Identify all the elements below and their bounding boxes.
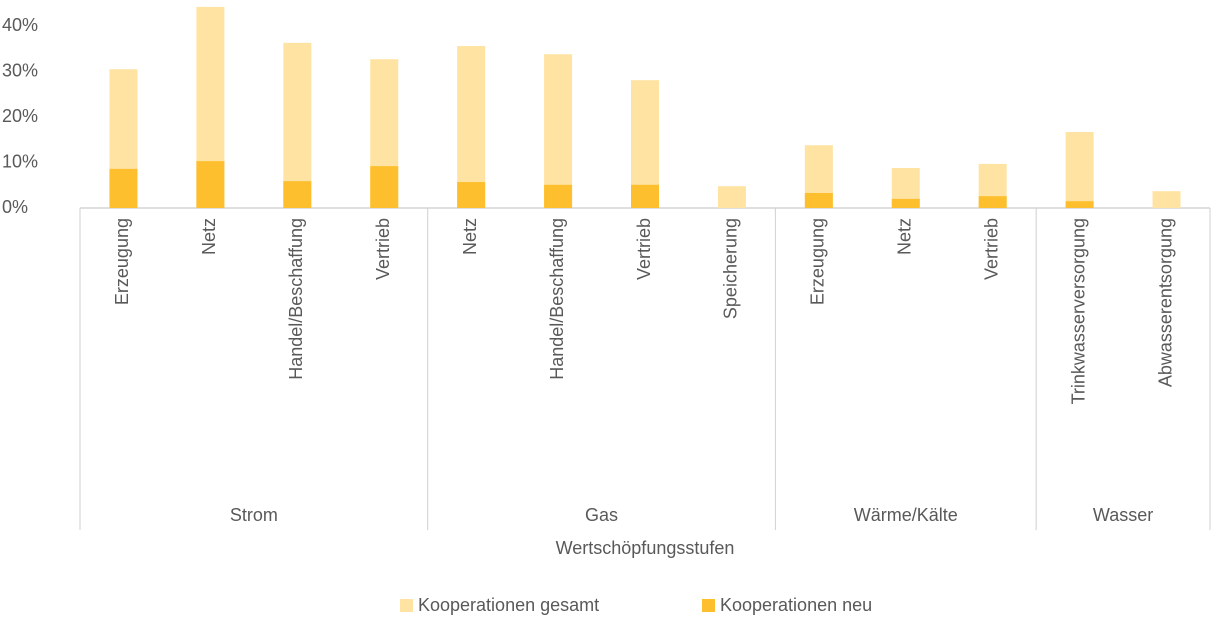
bar bbox=[457, 182, 486, 208]
legend-label: Kooperationen gesamt bbox=[418, 595, 599, 615]
group-label: Gas bbox=[585, 505, 618, 525]
x-tick-label: Vertrieb bbox=[981, 218, 1001, 280]
y-tick-label: 0% bbox=[2, 197, 28, 217]
bar bbox=[978, 196, 1007, 208]
x-tick-label: Erzeugung bbox=[808, 218, 828, 305]
y-tick-label: 40% bbox=[2, 15, 38, 35]
bar bbox=[804, 192, 833, 208]
x-axis-title: Wertschöpfungsstufen bbox=[556, 538, 735, 558]
x-tick-label: Trinkwasserversorgung bbox=[1068, 218, 1088, 404]
legend-label: Kooperationen neu bbox=[720, 595, 872, 615]
bar bbox=[283, 42, 312, 209]
x-tick-label: Handel/Beschaffung bbox=[286, 218, 306, 380]
bar bbox=[1065, 132, 1094, 208]
x-tick-label: Netz bbox=[460, 218, 480, 255]
x-tick-label: Speicherung bbox=[721, 218, 741, 319]
x-tick-label: Netz bbox=[895, 218, 915, 255]
bar bbox=[1065, 201, 1094, 208]
group-label: Wasser bbox=[1093, 505, 1153, 525]
bar bbox=[457, 46, 486, 208]
bar bbox=[631, 184, 659, 208]
bar bbox=[1152, 191, 1181, 208]
bar bbox=[717, 186, 746, 208]
y-tick-label: 20% bbox=[2, 106, 38, 126]
group-label: Strom bbox=[230, 505, 278, 525]
bar bbox=[196, 161, 225, 208]
bar bbox=[109, 168, 138, 208]
y-tick-label: 30% bbox=[2, 60, 38, 80]
x-tick-label: Erzeugung bbox=[112, 218, 132, 305]
bar bbox=[370, 166, 399, 208]
x-tick-label: Vertrieb bbox=[373, 218, 393, 280]
bar bbox=[544, 184, 573, 208]
legend-swatch bbox=[702, 599, 715, 612]
x-tick-label: Netz bbox=[199, 218, 219, 255]
bar bbox=[891, 198, 920, 208]
x-tick-label: Vertrieb bbox=[634, 218, 654, 280]
y-tick-label: 10% bbox=[2, 151, 38, 171]
bar bbox=[544, 54, 573, 209]
legend-swatch bbox=[400, 599, 413, 612]
x-tick-label: Abwasserentsorgung bbox=[1155, 218, 1175, 387]
bar bbox=[283, 181, 312, 208]
group-label: Wärme/Kälte bbox=[854, 505, 958, 525]
x-tick-label: Handel/Beschaffung bbox=[547, 218, 567, 380]
